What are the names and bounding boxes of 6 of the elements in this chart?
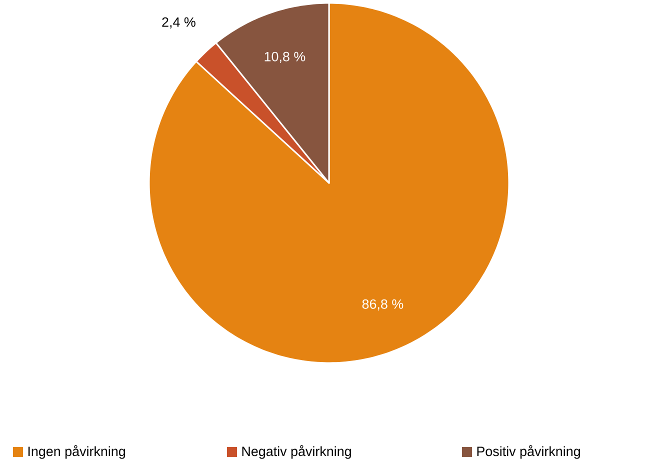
data-label: 86,8 %	[362, 299, 404, 310]
legend-label: Negativ påvirkning	[242, 445, 351, 459]
data-label: 10,8 %	[264, 52, 306, 63]
legend-label: Positiv påvirkning	[477, 445, 580, 459]
data-label: 2,4 %	[162, 17, 196, 28]
legend-label: Ingen påvirkning	[28, 445, 126, 459]
